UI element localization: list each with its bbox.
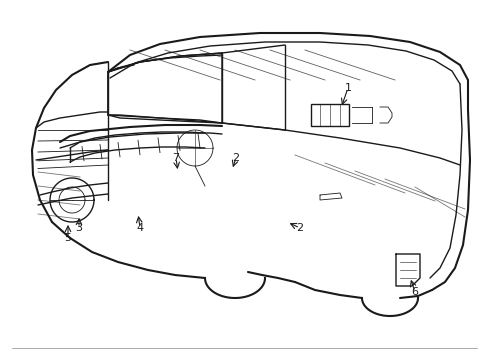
Text: 4: 4 — [136, 223, 143, 233]
Text: 5: 5 — [64, 233, 71, 243]
Text: 1: 1 — [344, 83, 351, 93]
Text: 2: 2 — [232, 153, 239, 163]
Text: 6: 6 — [411, 287, 418, 297]
Text: 3: 3 — [75, 223, 82, 233]
Text: 7: 7 — [172, 153, 179, 163]
Bar — [310, 104, 348, 126]
Text: 2: 2 — [296, 223, 303, 233]
